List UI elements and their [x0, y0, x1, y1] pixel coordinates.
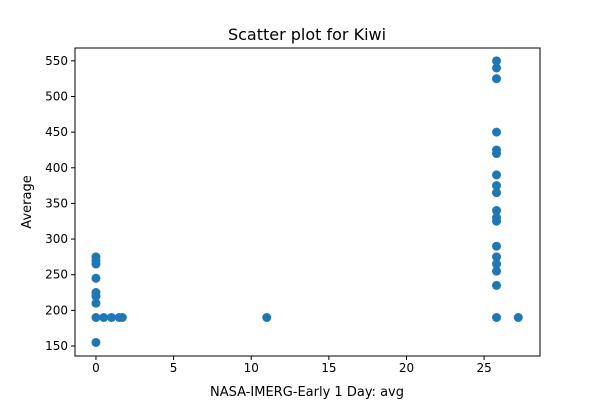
data-point [492, 206, 502, 216]
x-tick-label: 15 [321, 361, 336, 375]
x-tick-label: 10 [244, 361, 259, 375]
data-point [492, 127, 502, 137]
data-point [91, 313, 101, 322]
data-point [106, 313, 116, 322]
y-tick-label: 500 [45, 89, 68, 103]
x-tick-label: 0 [92, 361, 100, 375]
y-tick-label: 550 [45, 54, 68, 68]
data-point [262, 313, 272, 322]
data-point [492, 63, 502, 73]
data-point [91, 288, 101, 298]
data-point [492, 259, 502, 269]
data-point [492, 145, 502, 155]
data-point [492, 313, 502, 322]
data-point [492, 252, 502, 262]
data-point [492, 280, 502, 290]
x-tick-label: 20 [399, 361, 414, 375]
y-tick-label: 350 [45, 196, 68, 210]
data-point [117, 313, 127, 322]
data-point [492, 56, 502, 66]
plot-frame [74, 47, 541, 357]
x-axis-label: NASA-IMERG-Early 1 Day: avg [210, 385, 404, 400]
x-tick-label: 5 [170, 361, 178, 375]
data-point [91, 337, 101, 347]
y-tick-label: 200 [45, 303, 68, 317]
data-point [492, 170, 502, 180]
data-point [91, 273, 101, 283]
data-point [91, 252, 101, 262]
points-layer [91, 56, 523, 347]
y-tick-label: 250 [45, 268, 68, 282]
data-point [492, 213, 502, 223]
y-tick-label: 300 [45, 232, 68, 246]
data-point [513, 313, 523, 322]
data-point [91, 298, 101, 308]
y-tick-label: 400 [45, 161, 68, 175]
y-tick-label: 150 [45, 339, 68, 353]
data-point [492, 266, 502, 276]
x-tick-label: 25 [476, 361, 491, 375]
y-tick-label: 450 [45, 125, 68, 139]
data-point [492, 74, 502, 84]
chart-title: Scatter plot for Kiwi [228, 25, 386, 44]
data-point [99, 313, 109, 322]
data-point [492, 188, 502, 198]
y-axis-ticks: 150 200 250 300 350 400 450 500 550 [45, 54, 75, 353]
data-point [492, 181, 502, 191]
y-axis-label: Average [20, 175, 35, 228]
data-point [492, 241, 502, 251]
x-axis-ticks: 0 5 10 15 20 25 [92, 356, 492, 375]
